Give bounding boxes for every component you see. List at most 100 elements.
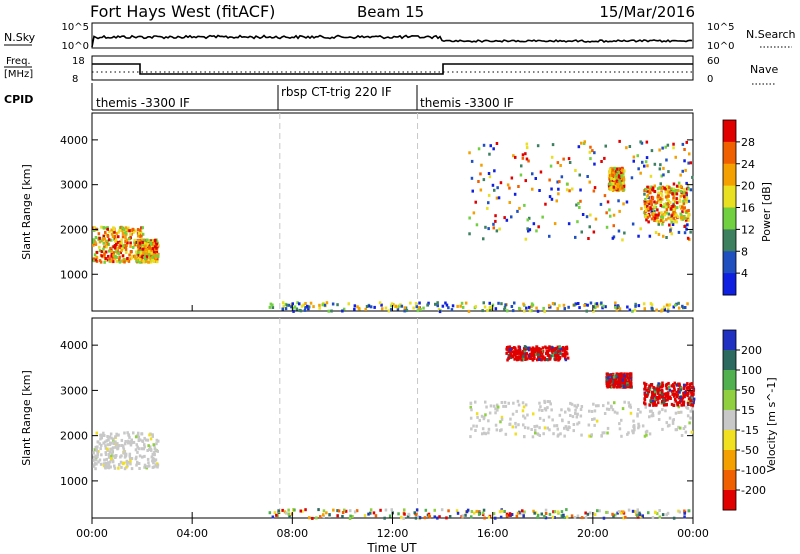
range-gate-cell bbox=[488, 411, 492, 415]
range-gate-cell bbox=[497, 301, 500, 305]
range-gate-cell bbox=[624, 381, 628, 385]
range-gate-cell bbox=[543, 310, 546, 313]
range-gate-cell bbox=[679, 194, 682, 198]
range-gate-cell bbox=[481, 309, 484, 313]
range-gate-cell bbox=[553, 222, 557, 226]
freq-tick-top: 18 bbox=[72, 56, 85, 67]
range-gate-cell bbox=[621, 168, 624, 172]
velocity-cells bbox=[92, 318, 696, 521]
range-gate-cell bbox=[661, 513, 665, 517]
range-gate-cell bbox=[677, 390, 680, 394]
range-gate-cell bbox=[612, 185, 616, 189]
range-gate-cell bbox=[657, 193, 660, 197]
range-gate-cell bbox=[107, 243, 110, 246]
range-gate-cell bbox=[607, 401, 610, 405]
range-gate-cell bbox=[657, 198, 660, 202]
range-gate-cell bbox=[381, 307, 384, 311]
range-gate-cell bbox=[269, 302, 273, 306]
range-gate-cell bbox=[662, 392, 666, 396]
range-gate-cell bbox=[671, 223, 675, 226]
range-gate-cell bbox=[679, 184, 683, 188]
range-gate-cell bbox=[104, 444, 107, 448]
range-gate-cell bbox=[573, 303, 576, 307]
range-gate-cell bbox=[612, 213, 616, 217]
range-gate-cell bbox=[661, 427, 664, 431]
range-gate-cell bbox=[519, 349, 522, 353]
range-gate-cell bbox=[662, 173, 665, 177]
range-gate-cell bbox=[533, 357, 536, 360]
range-gate-cell bbox=[114, 442, 118, 446]
range-gate-cell bbox=[131, 254, 134, 258]
range-gate-cell bbox=[647, 511, 650, 515]
range-gate-cell bbox=[418, 306, 421, 310]
range-gate-cell bbox=[135, 463, 138, 467]
range-gate-cell bbox=[384, 508, 388, 512]
range-gate-cell bbox=[532, 222, 536, 226]
range-gate-cell bbox=[594, 302, 597, 306]
range-gate-cell bbox=[686, 382, 689, 386]
range-gate-cell bbox=[653, 403, 656, 406]
range-gate-cell bbox=[119, 251, 122, 254]
range-gate-cell bbox=[659, 215, 663, 219]
range-gate-cell bbox=[123, 442, 127, 446]
range-gate-cell bbox=[459, 304, 462, 308]
range-gate-cell bbox=[636, 412, 639, 416]
range-gate-cell bbox=[94, 258, 98, 262]
range-gate-cell bbox=[414, 302, 418, 306]
range-gate-cell bbox=[108, 230, 111, 234]
range-gate-cell bbox=[681, 210, 684, 214]
range-gate-cell bbox=[134, 250, 138, 254]
range-gate-cell bbox=[611, 512, 614, 516]
range-gate-cell bbox=[524, 347, 527, 351]
range-gate-cell bbox=[149, 445, 152, 449]
range-gate-cell bbox=[651, 396, 654, 400]
range-gate-cell bbox=[470, 159, 474, 163]
range-gate-cell bbox=[107, 464, 110, 468]
range-gate-cell bbox=[558, 345, 561, 349]
range-gate-cell bbox=[93, 463, 96, 467]
range-gate-cell bbox=[140, 447, 143, 451]
range-gate-cell bbox=[123, 260, 126, 264]
range-gate-cell bbox=[619, 511, 623, 515]
range-gate-cell bbox=[103, 260, 106, 264]
range-gate-cell bbox=[636, 515, 640, 519]
range-gate-cell bbox=[527, 159, 530, 163]
range-gate-cell bbox=[650, 207, 653, 211]
y-tick-label: 3000 bbox=[60, 384, 88, 397]
range-gate-cell bbox=[479, 172, 482, 176]
range-gate-cell bbox=[97, 460, 100, 464]
range-gate-cell bbox=[433, 515, 436, 519]
range-gate-cell bbox=[679, 173, 682, 177]
range-gate-cell bbox=[515, 409, 518, 413]
range-gate-cell bbox=[551, 143, 555, 147]
range-gate-cell bbox=[98, 442, 102, 446]
range-gate-cell bbox=[622, 516, 625, 520]
range-gate-cell bbox=[113, 230, 116, 234]
range-gate-cell bbox=[562, 354, 565, 358]
range-gate-cell bbox=[655, 396, 658, 400]
range-gate-cell bbox=[679, 388, 683, 392]
range-gate-cell bbox=[124, 454, 128, 458]
colorbar-swatch bbox=[723, 207, 736, 230]
range-gate-cell bbox=[133, 240, 136, 244]
range-gate-cell bbox=[109, 447, 112, 451]
range-gate-cell bbox=[636, 514, 639, 517]
range-gate-cell bbox=[603, 412, 607, 415]
range-gate-cell bbox=[117, 444, 120, 448]
range-gate-cell bbox=[506, 183, 510, 187]
range-gate-cell bbox=[121, 229, 124, 233]
range-gate-cell bbox=[645, 388, 648, 392]
range-gate-cell bbox=[672, 202, 675, 206]
range-gate-cell bbox=[571, 187, 574, 191]
range-gate-cell bbox=[508, 186, 511, 190]
range-gate-cell bbox=[322, 515, 325, 519]
colorbar-swatch bbox=[723, 370, 736, 391]
range-gate-cell bbox=[451, 304, 455, 308]
range-gate-cell bbox=[518, 306, 521, 310]
range-gate-cell bbox=[659, 218, 663, 222]
range-gate-cell bbox=[138, 454, 142, 458]
range-gate-cell bbox=[649, 191, 652, 195]
range-gate-cell bbox=[136, 450, 139, 454]
range-gate-cell bbox=[681, 217, 684, 221]
range-gate-cell bbox=[650, 409, 653, 413]
